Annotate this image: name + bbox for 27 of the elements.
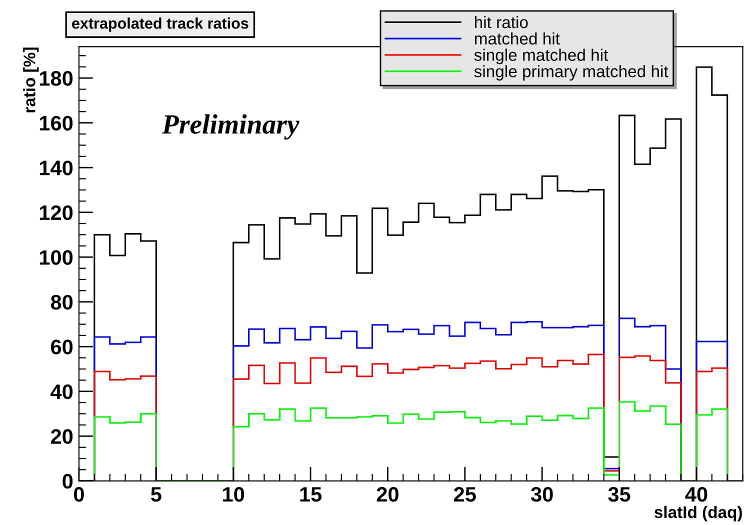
- x-tick-label: 0: [74, 487, 84, 502]
- y-axis-title: ratio [%]: [23, 48, 39, 112]
- annotation: Preliminary: [162, 114, 300, 140]
- y-tick-label: 100: [40, 250, 73, 265]
- y-tick-label: 80: [50, 294, 73, 310]
- x-tick-label: 30: [530, 487, 553, 502]
- x-tick-label: 5: [151, 487, 162, 502]
- y-tick-label: 60: [51, 340, 73, 354]
- x-tick-label: 40: [685, 487, 708, 502]
- legend-label: single matched hit: [474, 48, 608, 64]
- y-tick-label: 0: [62, 474, 73, 489]
- x-tick-label: 10: [223, 487, 244, 502]
- y-tick-label: 40: [50, 384, 73, 400]
- x-tick-label: 35: [608, 487, 630, 502]
- x-tick-label: 25: [454, 487, 476, 502]
- legend-label: single primary matched hit: [474, 65, 668, 81]
- x-tick-label: 15: [300, 487, 322, 502]
- legend-label: matched hit: [474, 32, 560, 45]
- y-tick-label: 180: [40, 71, 73, 86]
- chart-title: extrapolated track ratios: [72, 18, 248, 32]
- y-tick-label: 160: [40, 116, 73, 131]
- y-tick-label: 140: [40, 160, 73, 176]
- legend-label: hit ratio: [474, 16, 528, 28]
- x-tick-label: 20: [376, 487, 398, 502]
- y-tick-label: 20: [50, 429, 73, 444]
- y-tick-label: 120: [40, 205, 73, 220]
- x-axis-title: slatId (daq): [654, 506, 742, 522]
